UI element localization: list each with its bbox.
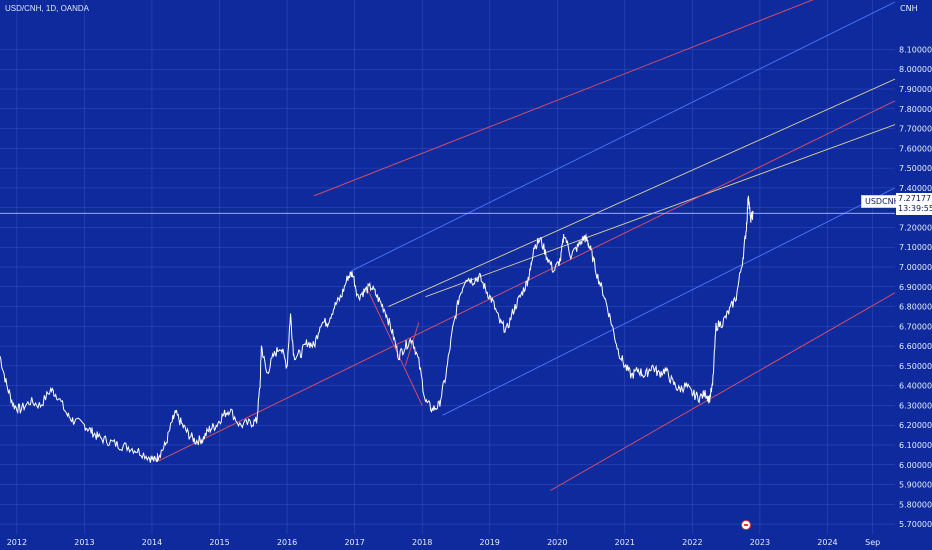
y-tick-label: 6.60000 [899, 342, 932, 351]
economic-event-icon[interactable] [741, 520, 751, 530]
y-tick-label: 6.40000 [899, 382, 932, 391]
x-tick-label: 2013 [74, 538, 94, 547]
x-tick-label: 2024 [817, 538, 837, 547]
price-line[interactable] [0, 195, 754, 463]
x-tick-label: 2012 [7, 538, 27, 547]
channel-line[interactable] [313, 0, 827, 197]
y-tick-label: 6.80000 [899, 303, 932, 312]
channel-line[interactable] [425, 124, 896, 298]
price-series [0, 195, 754, 463]
x-tick-label: 2019 [480, 538, 500, 547]
channel-line[interactable] [442, 187, 896, 416]
y-tick-label: 6.50000 [899, 362, 932, 371]
y-tick-label: 7.10000 [899, 243, 932, 252]
x-tick-label: 2016 [277, 538, 297, 547]
x-tick-label: 2022 [682, 538, 702, 547]
y-tick-label: 7.40000 [899, 184, 932, 193]
y-tick-label: 6.00000 [899, 461, 932, 470]
y-tick-label: 6.90000 [899, 283, 932, 292]
price-tag: 7.27177 13:39:55 [896, 193, 932, 215]
channel-line[interactable] [351, 1, 896, 272]
y-tick-label: 7.80000 [899, 105, 932, 114]
y-tick-label: 7.00000 [899, 263, 932, 272]
channel-line[interactable] [550, 292, 896, 491]
y-tick-label: 5.80000 [899, 500, 932, 509]
y-tick-label: 6.30000 [899, 401, 932, 410]
y-tick-label: 8.10000 [899, 45, 932, 54]
channel-lines [158, 0, 896, 491]
channel-line[interactable] [367, 290, 423, 406]
chart-grid [0, 0, 895, 534]
x-tick-label: 2017 [344, 538, 364, 547]
currency-label: CNH [900, 4, 918, 13]
y-tick-label: 6.70000 [899, 322, 932, 331]
y-tick-label: 5.90000 [899, 481, 932, 490]
time-axis: 2012 2013 2014 2015 2016 2017 2018 2019 2020 2021… [7, 538, 881, 547]
y-tick-label: 7.20000 [899, 223, 932, 232]
y-tick-label: 7.50000 [899, 164, 932, 173]
y-tick-label: 7.90000 [899, 85, 932, 94]
x-tick-label: 2018 [412, 538, 432, 547]
y-tick-label: 6.10000 [899, 441, 932, 450]
y-tick-label: 8.00000 [899, 65, 932, 74]
y-tick-label: 7.70000 [899, 125, 932, 134]
y-tick-label: 5.70000 [899, 520, 932, 529]
channel-line[interactable] [388, 78, 896, 307]
symbol-title: USD/CNH, 1D, OANDA [5, 4, 90, 13]
channel-line[interactable] [404, 322, 420, 367]
x-tick-label: 2014 [142, 538, 162, 547]
x-tick-label: Sep [865, 538, 880, 547]
bar-countdown: 13:39:55 [898, 204, 932, 213]
price-axis: 8.10000 8.00000 7.90000 7.80000 7.70000 7.600… [899, 45, 932, 529]
y-tick-label: 6.20000 [899, 421, 932, 430]
x-tick-label: 2020 [547, 538, 567, 547]
x-tick-label: 2023 [750, 538, 770, 547]
x-tick-label: 2015 [209, 538, 229, 547]
last-price: 7.27177 [898, 194, 932, 203]
x-tick-label: 2021 [615, 538, 635, 547]
y-tick-label: 7.60000 [899, 144, 932, 153]
